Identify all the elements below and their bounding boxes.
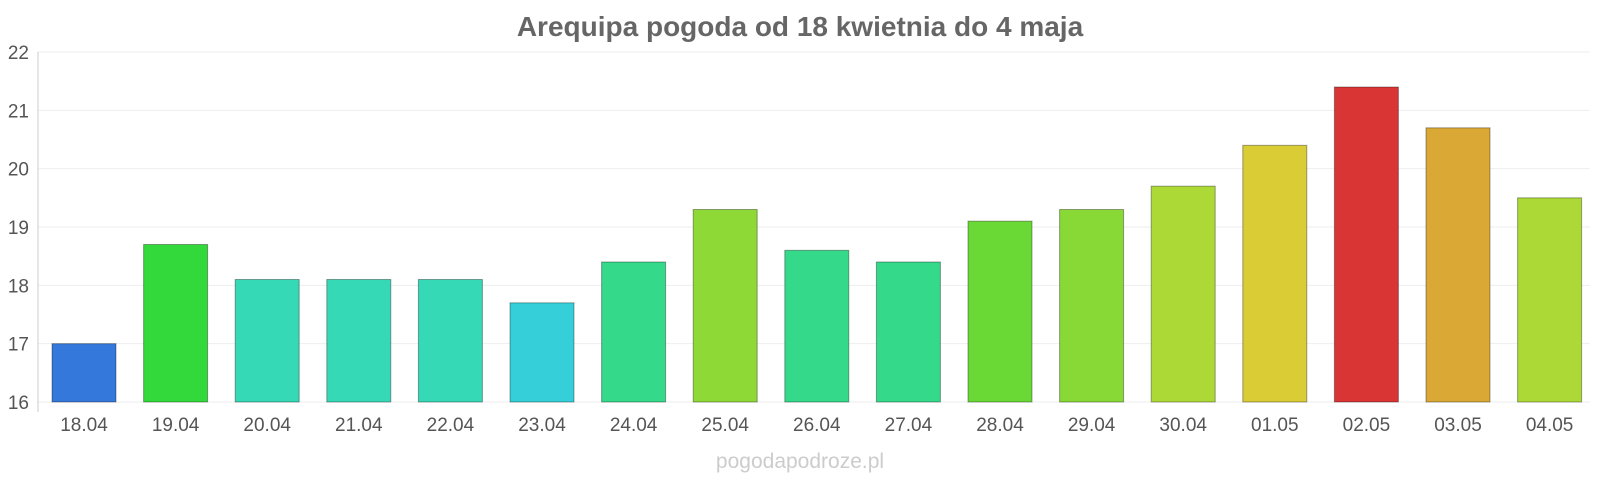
y-tick-label: 21	[8, 101, 29, 122]
bar-23.04	[509, 302, 575, 403]
bar-21.04	[326, 279, 392, 403]
x-tick-label: 24.04	[610, 415, 658, 436]
y-tick-label: 17	[8, 335, 29, 356]
bar-29.04	[1059, 209, 1125, 403]
y-tick-label: 16	[8, 393, 29, 414]
x-tick-label: 21.04	[335, 415, 383, 436]
y-axis-ticks: 16 17 18 19 20 21 22	[8, 43, 29, 414]
bar-01.05	[1242, 144, 1308, 403]
x-tick-label: 22.04	[427, 415, 475, 436]
x-tick-label: 02.05	[1343, 415, 1391, 436]
x-tick-label: 18.04	[60, 415, 108, 436]
x-tick-label: 23.04	[518, 415, 566, 436]
bar-25.04	[692, 209, 758, 403]
bar-28.04	[967, 220, 1033, 403]
bar-30.04	[1150, 185, 1216, 403]
chart-title: Arequipa pogoda od 18 kwietnia do 4 maja	[517, 11, 1084, 42]
bar-22.04	[417, 279, 483, 403]
bar-04.05	[1517, 197, 1583, 403]
bars	[51, 86, 1583, 403]
y-tick-label: 20	[8, 160, 29, 181]
x-tick-label: 04.05	[1526, 415, 1574, 436]
x-tick-label: 26.04	[793, 415, 841, 436]
bar-24.04	[601, 261, 667, 403]
bar-18.04	[51, 343, 117, 403]
x-tick-label: 30.04	[1159, 415, 1207, 436]
bar-20.04	[234, 279, 300, 403]
x-tick-label: 20.04	[243, 415, 291, 436]
bar-19.04	[143, 244, 209, 403]
x-tick-label: 01.05	[1251, 415, 1299, 436]
x-tick-label: 03.05	[1434, 415, 1482, 436]
watermark: pogodapodroze.pl	[716, 450, 884, 473]
x-tick-label: 19.04	[152, 415, 200, 436]
y-tick-label: 18	[8, 276, 29, 297]
bar-02.05	[1333, 86, 1399, 403]
x-tick-label: 27.04	[885, 415, 933, 436]
x-tick-label: 28.04	[976, 415, 1024, 436]
y-tick-label: 22	[8, 43, 29, 64]
x-axis-ticks: 18.04 19.04 20.04 21.04 22.04 23.04 24.04 25.04…	[60, 415, 1573, 436]
bar-26.04	[784, 249, 850, 403]
bar-27.04	[875, 261, 941, 403]
x-tick-label: 25.04	[701, 415, 749, 436]
y-tick-label: 19	[8, 218, 29, 239]
bar-03.05	[1425, 127, 1491, 403]
x-tick-label: 29.04	[1068, 415, 1116, 436]
